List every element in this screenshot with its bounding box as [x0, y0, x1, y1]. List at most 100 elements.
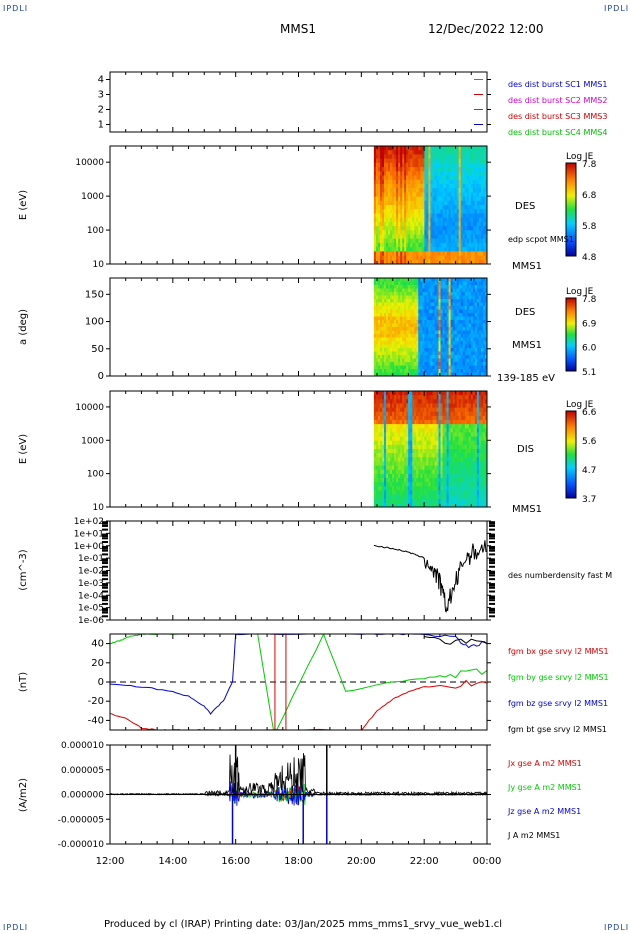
spectrogram-cell-p2: [392, 234, 395, 240]
spectrogram-cell-p2: [430, 171, 433, 176]
spectrogram-cell-p3: [373, 299, 377, 303]
spectrogram-cell-p3: [410, 306, 413, 310]
spectrogram-cell-p2: [462, 158, 466, 164]
spectrogram-cell-p3: [377, 288, 381, 293]
spectrogram-cell-p2: [460, 196, 464, 202]
spectrogram-cell-p2: [470, 158, 474, 164]
spectrogram-cell-p4: [406, 403, 409, 408]
spectrogram-cell-p2: [485, 247, 488, 252]
spectrogram-cell-p3: [373, 358, 377, 363]
spectrogram-cell-p4: [377, 461, 381, 466]
spectrogram-cell-p4: [464, 428, 468, 433]
spectrogram-cell-p4: [452, 407, 456, 413]
spectrogram-cell-p3: [388, 302, 391, 307]
y-tick-label-p6: 0: [98, 677, 104, 688]
spectrogram-cell-p3: [483, 355, 486, 359]
spectrogram-cell-p3: [382, 292, 385, 296]
spectrogram-cell-p4: [470, 461, 474, 466]
spectrogram-cell-p2: [470, 255, 474, 261]
spectrogram-cell-p4: [440, 453, 443, 458]
spectrogram-cell-p4: [377, 444, 381, 450]
spectrogram-cell-p2: [466, 171, 470, 176]
spectrogram-cell-p2: [466, 154, 470, 160]
spectrogram-cell-p2: [388, 217, 391, 223]
spectrogram-cell-p4: [390, 453, 393, 458]
spectrogram-cell-p2: [394, 209, 397, 214]
spectrogram-cell-p2: [470, 192, 474, 198]
spectrogram-cell-p2: [480, 192, 484, 198]
spectrogram-cell-p2: [474, 192, 478, 198]
spectrogram-cell-p2: [440, 217, 443, 223]
spectrogram-cell-p4: [424, 469, 427, 475]
spectrogram-cell-p2: [414, 255, 417, 261]
spectrogram-cell-p3: [406, 341, 409, 345]
spectrogram-cell-p3: [442, 372, 446, 377]
spectrogram-cell-p3: [422, 341, 425, 345]
spectrogram-cell-p2: [442, 205, 446, 210]
spectrogram-cell-p2: [460, 251, 464, 257]
spectrogram-cell-p3: [476, 323, 480, 328]
spectrogram-cell-p2: [476, 230, 480, 235]
spectrogram-cell-p4: [444, 436, 448, 442]
spectrogram-cell-p4: [444, 502, 448, 508]
spectrogram-cell-p3: [418, 372, 421, 377]
spectrogram-cell-p4: [450, 440, 454, 446]
spectrogram-cell-p3: [398, 292, 401, 296]
spectrogram-cell-p3: [462, 358, 466, 363]
spectrogram-cell-p2: [478, 226, 482, 231]
spectrogram-cell-p3: [373, 369, 377, 373]
spectrogram-cell-p4: [420, 395, 423, 400]
spectrogram-cell-p2: [392, 154, 395, 160]
spectrogram-cell-p4: [388, 420, 391, 425]
spectrogram-cell-p2: [416, 200, 419, 206]
spectrogram-cell-p4: [483, 420, 486, 425]
spectrogram-cell-p3: [452, 351, 456, 356]
spectrogram-cell-p2: [476, 188, 480, 193]
spectrogram-cell-p4: [408, 473, 411, 479]
spectrogram-cell-p2: [470, 150, 474, 155]
spectrogram-cell-p4: [474, 469, 478, 475]
spectrogram-cell-p2: [392, 209, 395, 214]
spectrogram-cell-p3: [476, 330, 480, 335]
spectrogram-cell-p4: [388, 494, 391, 500]
spectrogram-cell-p2: [394, 230, 397, 235]
spectrogram-cell-p2: [377, 209, 381, 214]
spectrogram-cell-p4: [375, 461, 379, 466]
spectrogram-cell-p4: [464, 482, 468, 487]
spectrogram-cell-p3: [430, 299, 433, 303]
spectrogram-cell-p4: [432, 469, 435, 475]
spectrogram-cell-p4: [410, 395, 413, 400]
spectrogram-cell-p4: [434, 428, 437, 433]
spectrogram-cell-p4: [398, 444, 401, 450]
spectrogram-cell-p2: [470, 167, 474, 172]
spectrogram-cell-p3: [442, 344, 446, 349]
spectrogram-cell-p3: [418, 365, 421, 370]
spectrogram-cell-p2: [410, 205, 413, 210]
spectrogram-cell-p4: [440, 407, 443, 413]
spectrogram-cell-p4: [476, 415, 480, 421]
spectrogram-cell-p2: [408, 196, 411, 202]
spectrogram-cell-p3: [377, 285, 381, 289]
spectrogram-cell-p3: [444, 372, 448, 377]
spectrogram-cell-p4: [480, 457, 484, 462]
spectrogram-cell-p2: [420, 217, 423, 223]
spectrogram-cell-p4: [472, 494, 476, 500]
spectrogram-cell-p3: [444, 302, 448, 307]
spectrogram-cell-p3: [392, 341, 395, 345]
spectrogram-cell-p2: [436, 150, 439, 155]
spectrogram-cell-p4: [386, 478, 389, 483]
spectrogram-cell-p2: [440, 196, 443, 202]
spectrogram-cell-p2: [448, 175, 452, 181]
spectrogram-cell-p2: [474, 221, 478, 227]
spectrogram-cell-p3: [426, 306, 429, 310]
spectrogram-cell-p4: [424, 473, 427, 479]
spectrogram-cell-p3: [394, 320, 397, 324]
spectrogram-cell-p2: [468, 238, 472, 244]
spectrogram-cell-p2: [430, 192, 433, 198]
spectrogram-cell-p2: [422, 196, 425, 202]
spectrogram-cell-p3: [428, 372, 431, 377]
spectrogram-cell-p4: [472, 444, 476, 450]
spectrogram-cell-p4: [444, 391, 448, 396]
spectrogram-cell-p2: [418, 158, 421, 164]
spectrogram-cell-p4: [414, 498, 417, 504]
